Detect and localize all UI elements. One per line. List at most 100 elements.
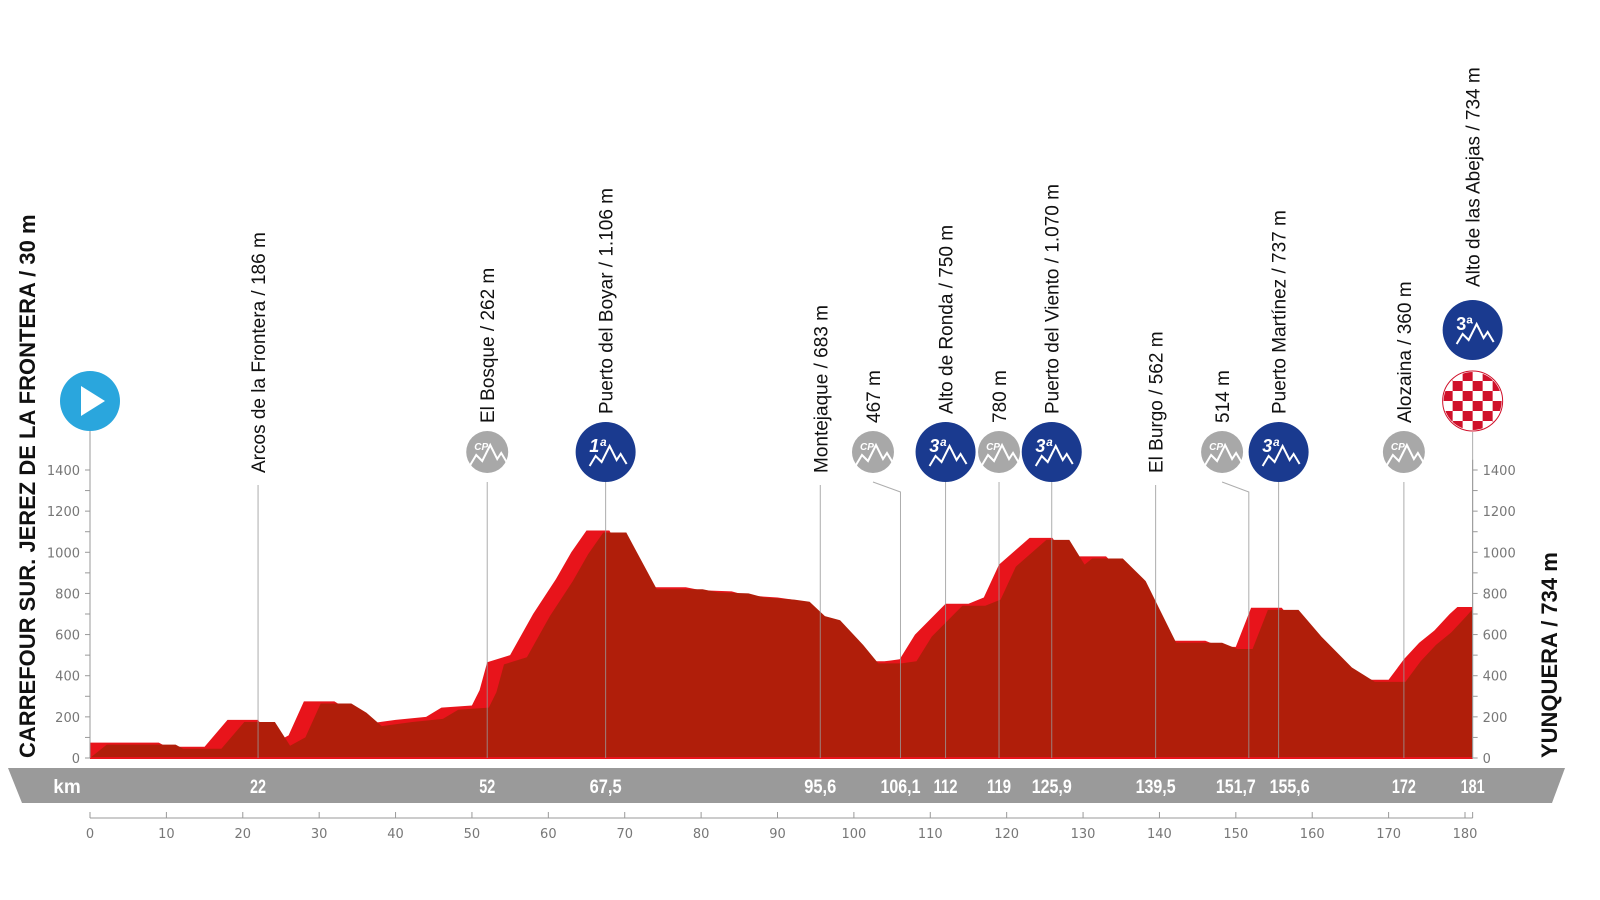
checker-square: [1472, 401, 1483, 411]
mountain-glyph: [855, 442, 894, 466]
point-label: Alto de las Abejas / 734 m: [1464, 67, 1485, 287]
checker-square: [1443, 391, 1453, 401]
x-tick-label: 70: [616, 827, 633, 842]
x-tick-label: 80: [693, 827, 710, 842]
km-marker-label: 112: [934, 777, 958, 798]
start-play-glyph: [81, 386, 105, 416]
profile-point: 139,5 El Burgo / 562 m: [1136, 331, 1176, 798]
checker-square: [1472, 381, 1483, 391]
finish-label: YUNQUERA / 734 m: [1537, 552, 1562, 758]
x-tick-label: 20: [235, 827, 252, 842]
checker-square: [1452, 381, 1463, 391]
x-tick-label: 0: [86, 827, 94, 842]
mountain-glyph: [588, 443, 628, 467]
point-label: 780 m: [990, 370, 1011, 423]
profile-point: 181 3ª Alto de las Abejas / 734 m: [1442, 67, 1504, 798]
checkpoint-badge-text: CP: [986, 442, 1000, 453]
y-tick-label: 800: [55, 587, 80, 602]
finish-icon: [1442, 370, 1504, 432]
profile-point: 172 CP Alozaina / 360 m: [1382, 281, 1425, 798]
category-badge-text: 1ª: [589, 436, 607, 456]
checkpoint-badge-text: CP: [1209, 442, 1223, 453]
y-tick-label: 1200: [47, 505, 80, 520]
category-badge-text: 3ª: [929, 436, 947, 456]
point-label: Alozaina / 360 m: [1395, 281, 1416, 423]
checker-square: [1482, 411, 1493, 421]
checker-square: [1443, 411, 1453, 421]
checker-square: [1492, 401, 1502, 411]
profile-point: 67,5 1ª Puerto del Boyar / 1.106 m: [575, 188, 636, 798]
profile-point: 151,7 CP 514 m: [1201, 370, 1256, 798]
checker-square: [1482, 372, 1493, 381]
mountain-glyph: [1261, 443, 1301, 467]
x-tick-label: 110: [918, 827, 943, 842]
category-badge-text: 3ª: [1262, 436, 1280, 456]
km-marker-label: 22: [250, 777, 266, 798]
mountain-glyph: [1034, 443, 1074, 467]
checkered-pattern: [1443, 372, 1502, 430]
profile-point: 22 Arcos de la Frontera / 186 m: [249, 232, 270, 798]
mountain-glyph: [928, 443, 968, 467]
checkpoint-badge-text: CP: [860, 442, 874, 453]
y-tick-label: 0: [72, 752, 80, 767]
y-tick-label: 800: [1483, 587, 1508, 602]
mountain-glyph: [981, 442, 1020, 466]
checker-square: [1452, 421, 1463, 430]
x-tick-label: 40: [387, 827, 404, 842]
profile-area: [90, 532, 1473, 758]
category-badge-text: 3ª: [1456, 314, 1473, 334]
x-tick-label: 100: [841, 827, 866, 842]
km-marker-label: 119: [987, 777, 1011, 798]
mountain-glyph: [1204, 442, 1243, 466]
profile-point: 95,6 Montejaque / 683 m: [804, 305, 836, 798]
x-tick-label: 150: [1223, 827, 1248, 842]
point-label: Alto de Ronda / 750 m: [937, 225, 958, 414]
km-marker-label: 52: [479, 777, 495, 798]
y-tick-label: 200: [55, 711, 80, 726]
checker-square: [1462, 372, 1473, 381]
point-label: Arcos de la Frontera / 186 m: [249, 232, 270, 473]
profile-point: 119 CP 780 m: [978, 370, 1021, 798]
y-tick-label: 400: [55, 670, 80, 685]
profile-point: 155,6 3ª Puerto Martínez / 737 m: [1248, 210, 1310, 798]
point-label: El Bosque / 262 m: [478, 268, 499, 423]
y-tick-label: 1400: [1483, 464, 1516, 479]
km-marker-label: 172: [1392, 777, 1416, 798]
start-label: CARREFOUR SUR. JEREZ DE LA FRONTERA / 30…: [15, 214, 40, 758]
profile-point: 52 CP El Bosque / 262 m: [466, 268, 509, 798]
y-tick-label: 1400: [47, 464, 80, 479]
point-label: El Burgo / 562 m: [1147, 331, 1168, 473]
km-marker-label: 139,5: [1136, 777, 1176, 798]
checker-square: [1492, 381, 1502, 391]
x-tick-label: 170: [1376, 827, 1401, 842]
profile-point: 125,9 3ª Puerto del Viento / 1.070 m: [1021, 184, 1082, 798]
y-tick-label: 600: [55, 629, 80, 644]
x-tick-label: 90: [769, 827, 786, 842]
profile-point: 112 3ª Alto de Ronda / 750 m: [915, 225, 976, 798]
checker-square: [1462, 411, 1473, 421]
x-tick-label: 130: [1071, 827, 1096, 842]
category-badge-text: 3ª: [1035, 436, 1053, 456]
profile-point: 106,1 CP 467 m: [851, 370, 921, 798]
x-tick-label: 10: [158, 827, 175, 842]
km-bar: [8, 768, 1565, 803]
mountain-glyph: [1386, 442, 1425, 466]
y-tick-label: 200: [1483, 711, 1508, 726]
km-marker-label: 67,5: [590, 777, 622, 798]
y-tick-label: 1000: [1483, 546, 1516, 561]
x-tick-label: 60: [540, 827, 557, 842]
y-tick-label: 400: [1483, 670, 1508, 685]
checker-square: [1482, 391, 1493, 401]
x-tick-label: 50: [464, 827, 481, 842]
mountain-glyph: [469, 442, 509, 466]
x-tick-label: 140: [1147, 827, 1172, 842]
y-tick-label: 0: [1483, 752, 1491, 767]
mountain-glyph: [1455, 321, 1495, 345]
point-label: 514 m: [1213, 370, 1234, 423]
km-marker-label: 151,7: [1216, 777, 1256, 798]
y-tick-label: 600: [1483, 629, 1508, 644]
point-label: Puerto Martínez / 737 m: [1270, 210, 1291, 414]
y-tick-label: 1000: [47, 546, 80, 561]
y-tick-label: 1200: [1483, 505, 1516, 520]
